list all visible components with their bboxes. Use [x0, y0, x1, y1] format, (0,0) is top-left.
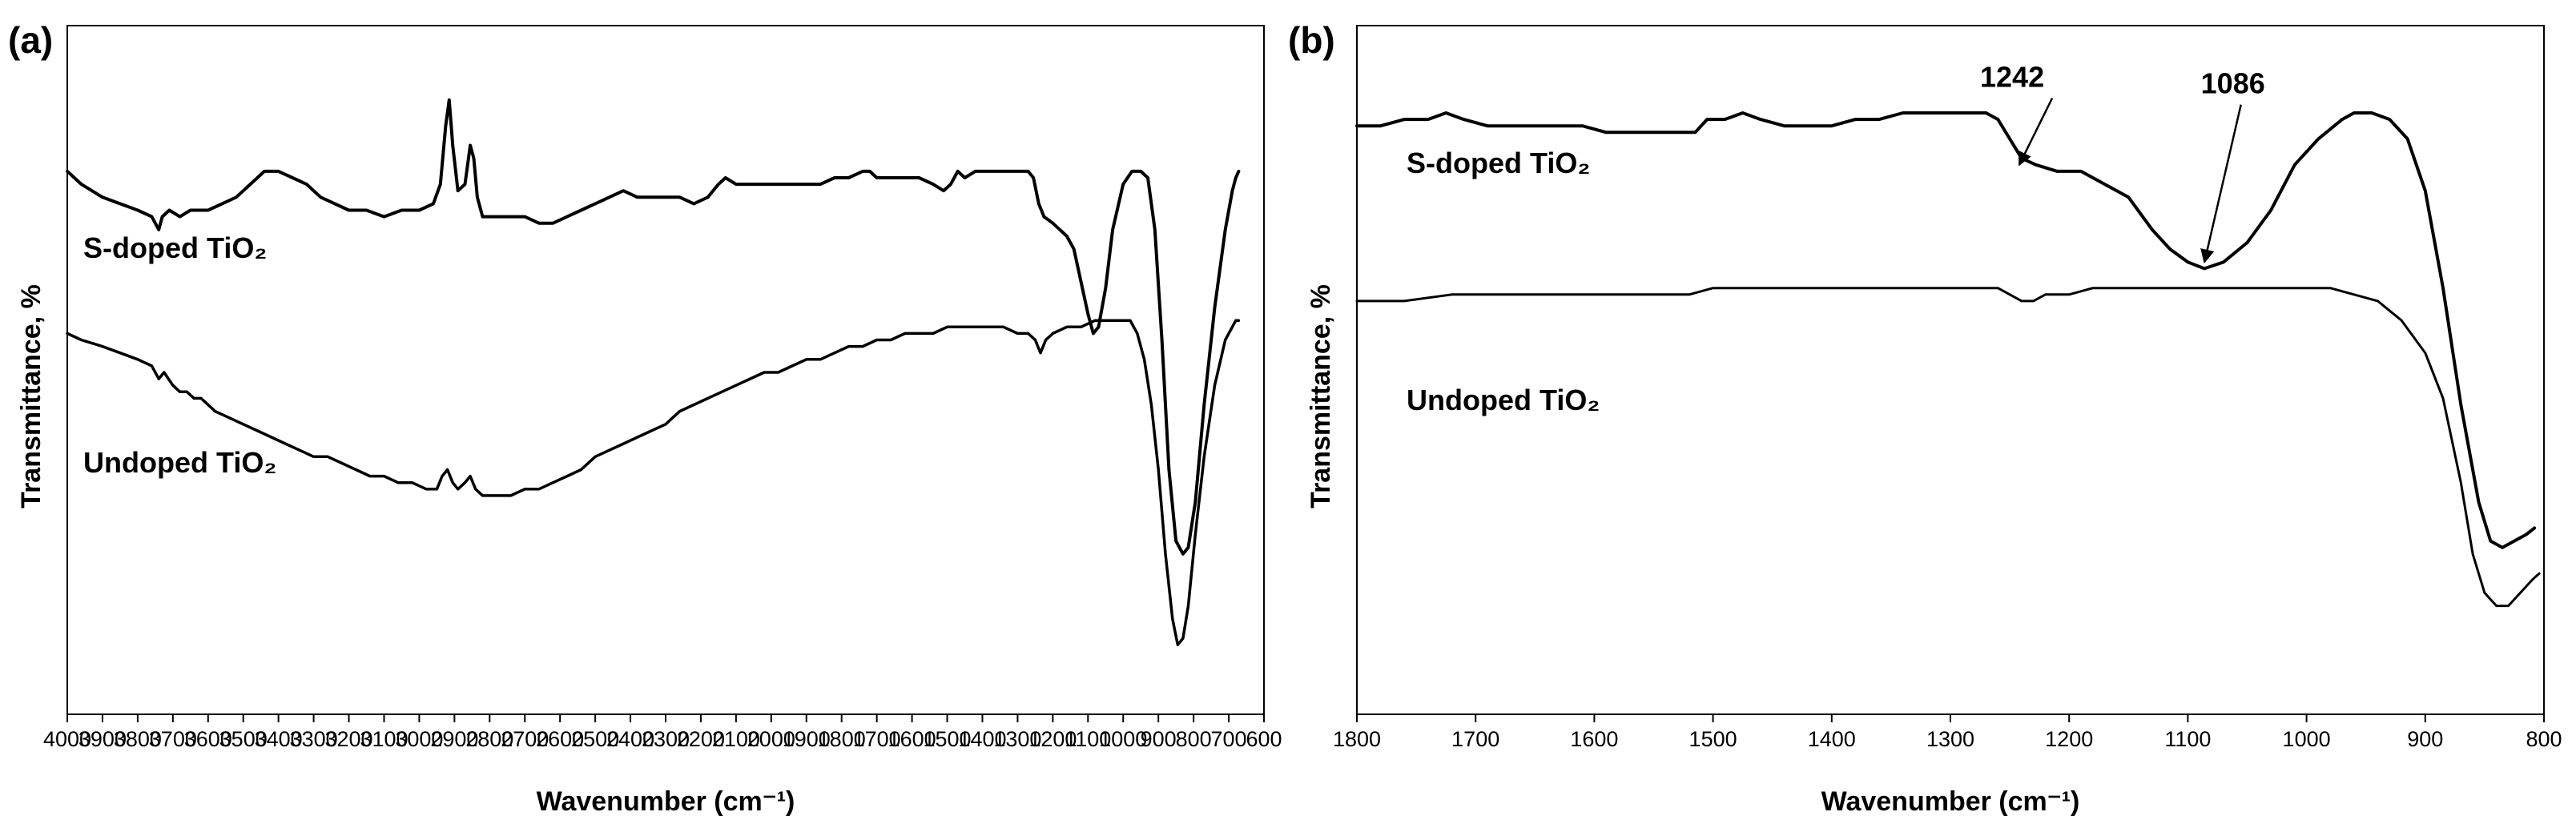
- panel-b-label: (b): [1288, 19, 1335, 61]
- x-tick-label: 2600: [536, 727, 584, 751]
- x-tick-label: 3800: [114, 727, 162, 751]
- x-tick-label: 1300: [993, 727, 1041, 751]
- x-tick-label: 1400: [958, 727, 1006, 751]
- x-tick-label: 4000: [43, 727, 91, 751]
- x-tick-label: 800: [2526, 727, 2562, 751]
- x-tick-label: 1100: [1065, 727, 1111, 751]
- series-line-undoped: [66, 319, 1241, 646]
- x-tick-label: 1600: [1570, 727, 1618, 751]
- x-tick-label: 3400: [255, 727, 303, 751]
- panel-b-undoped-label: Undoped TiO₂: [1407, 384, 1600, 416]
- x-tick-label: 1300: [1926, 727, 1974, 751]
- x-tick-label: 1400: [1808, 727, 1856, 751]
- panel-b-x-axis-title: Wavenumber (cm⁻¹): [1821, 786, 2080, 817]
- x-tick-label: 3300: [290, 727, 338, 751]
- annotation-label-1242: 1242: [1980, 61, 2044, 94]
- panel-a-y-axis-title: Transmittance, %: [16, 284, 46, 508]
- panel-a-label: (a): [8, 19, 53, 61]
- x-tick-label: 1700: [1451, 727, 1499, 751]
- x-tick-label: 3200: [324, 727, 372, 751]
- x-tick-label: 2900: [430, 727, 478, 751]
- x-tick-label: 1100: [2164, 727, 2211, 751]
- panel-a-plot-frame: [66, 25, 1265, 715]
- annotation-label-1086: 1086: [2201, 67, 2265, 100]
- x-tick-label: 2700: [501, 727, 549, 751]
- series-line-s-doped: [1355, 111, 2537, 549]
- panel-b-curves: [1355, 111, 2541, 608]
- x-tick-label: 3500: [219, 727, 268, 751]
- x-tick-label: 3100: [360, 727, 408, 751]
- x-tick-label: 1500: [1689, 727, 1737, 751]
- x-tick-label: 2300: [642, 727, 690, 751]
- x-tick-label: 3700: [149, 727, 197, 751]
- x-tick-label: 2400: [606, 727, 654, 751]
- panel-a-x-axis-title: Wavenumber (cm⁻¹): [537, 786, 795, 817]
- x-tick-label: 1700: [853, 727, 901, 751]
- series-line-undoped: [1355, 287, 2541, 608]
- panel-a-x-ticks: 4000390038003700360035003400330032003100…: [43, 714, 1282, 751]
- panel-b-s-doped-label: S-doped TiO₂: [1407, 147, 1590, 179]
- panel-b-x-ticks: 1800 1700 1600 1500 1400 1300 1200 1100 1000 900 8…: [1333, 714, 2562, 751]
- x-tick-label: 1200: [1028, 727, 1077, 751]
- series-line-s-doped: [66, 98, 1241, 556]
- panel-a-undoped-label: Undoped TiO₂: [83, 446, 276, 479]
- panel-b-y-axis-title: Transmittance, %: [1306, 284, 1336, 508]
- x-tick-label: 2100: [712, 727, 760, 751]
- x-tick-label: 900: [2407, 727, 2443, 751]
- x-tick-label: 1500: [923, 727, 971, 751]
- x-tick-label: 700: [1211, 727, 1247, 751]
- x-tick-label: 2800: [465, 727, 513, 751]
- annotation-arrow-1242: [2018, 98, 2054, 167]
- x-tick-label: 1900: [783, 727, 831, 751]
- x-tick-label: 3000: [395, 727, 443, 751]
- x-tick-label: 1800: [1333, 727, 1381, 751]
- x-tick-label: 900: [1141, 727, 1177, 751]
- x-tick-label: 800: [1176, 727, 1212, 751]
- x-tick-label: 3900: [78, 727, 127, 751]
- panel-b-plot-frame: [1356, 25, 2545, 715]
- x-tick-label: 2500: [571, 727, 619, 751]
- x-tick-label: 2000: [747, 727, 795, 751]
- x-tick-label: 1800: [818, 727, 866, 751]
- x-tick-label: 2200: [677, 727, 725, 751]
- x-tick-label: 1200: [2045, 727, 2093, 751]
- panel-a-curves: [66, 98, 1241, 646]
- x-tick-label: 1000: [2283, 727, 2331, 751]
- x-tick-label: 1600: [888, 727, 936, 751]
- panel-a-s-doped-label: S-doped TiO₂: [83, 231, 267, 264]
- panel-b-chart: (b) 1800 1700 1600 1500 1400 1300 1200 1100 1000…: [1288, 19, 2562, 817]
- annotation-arrow-1086: [2200, 104, 2242, 264]
- x-tick-label: 600: [1246, 727, 1282, 751]
- panel-a-chart: (a) 400039003800370036003500340033003200…: [8, 19, 1282, 817]
- x-tick-label: 1000: [1099, 727, 1147, 751]
- x-tick-label: 3600: [184, 727, 232, 751]
- panel-b-annotations: 1242 1086: [1980, 61, 2265, 264]
